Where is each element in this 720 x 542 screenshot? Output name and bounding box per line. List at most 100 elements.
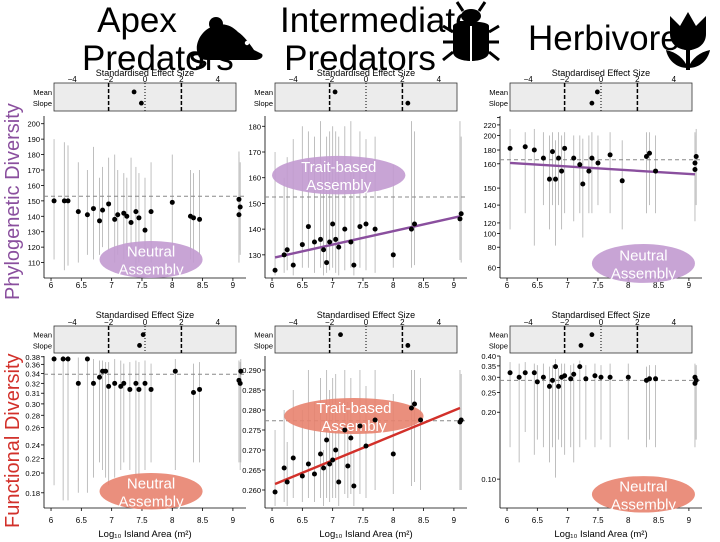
data-point xyxy=(290,455,296,461)
x-tick-label: 8 xyxy=(391,516,396,525)
data-point xyxy=(693,154,699,159)
y-tick-label: 220 xyxy=(483,121,496,130)
data-point xyxy=(583,376,589,382)
effect-tick-label: 2 xyxy=(179,318,184,327)
y-tick-label: 0.38 xyxy=(25,353,40,362)
header-intermediate-line2: Predators xyxy=(284,39,436,78)
x-tick-label: 7.5 xyxy=(357,281,369,290)
beetle-icon xyxy=(442,1,500,62)
effect-tick-label: 2 xyxy=(400,318,405,327)
y-tick-label: 140 xyxy=(27,212,40,221)
effect-mean-point xyxy=(338,332,343,338)
data-point xyxy=(290,262,296,268)
effect-size-title: Standardised Effect Size xyxy=(317,68,415,78)
data-point xyxy=(647,150,652,156)
y-tick-label: 150 xyxy=(27,197,40,206)
data-point xyxy=(595,160,601,166)
data-point xyxy=(390,451,396,457)
regression-line xyxy=(274,215,461,259)
data-point xyxy=(281,465,287,471)
effect-size-box xyxy=(53,82,237,112)
effect-tick-label: −4 xyxy=(289,318,299,327)
data-point xyxy=(507,145,513,151)
data-point xyxy=(330,457,336,463)
x-tick-label: 8 xyxy=(391,281,396,290)
data-point xyxy=(580,181,586,187)
data-point xyxy=(412,221,417,227)
data-point xyxy=(577,162,583,168)
data-point xyxy=(408,226,414,232)
data-point xyxy=(305,224,311,230)
data-point xyxy=(321,247,327,253)
data-point xyxy=(333,447,339,453)
panel-inter-fd: Standardised Effect Size −4 −2 0 2 4 MeanSlope… xyxy=(242,310,467,540)
x-tick-label: 8.5 xyxy=(653,281,665,290)
effect-size-box xyxy=(509,82,693,112)
data-point xyxy=(197,386,203,392)
x-tick-label: 6 xyxy=(49,281,54,290)
data-point xyxy=(169,199,175,205)
assembly-label-line1: Neutral xyxy=(619,247,667,264)
data-point xyxy=(619,178,625,184)
effect-mean-point xyxy=(131,89,137,95)
data-point xyxy=(607,152,613,158)
effect-slope-point xyxy=(137,343,142,348)
y-tick-label: 80 xyxy=(488,243,496,252)
data-point xyxy=(127,386,133,392)
data-point xyxy=(342,226,348,232)
regression-line xyxy=(509,161,696,176)
y-tick-label: 190 xyxy=(27,135,40,144)
data-point xyxy=(324,437,330,443)
data-point xyxy=(372,226,378,232)
data-point xyxy=(372,417,378,423)
y-tick-label: 0.265 xyxy=(242,466,261,475)
effect-mean-point xyxy=(140,332,146,338)
assembly-ellipse xyxy=(591,243,695,283)
y-tick-label: 0.30 xyxy=(25,400,40,409)
assembly-ellipse xyxy=(99,240,203,278)
y-tick-label: 0.20 xyxy=(481,408,496,417)
data-point xyxy=(363,221,369,227)
data-point xyxy=(238,368,244,374)
data-point xyxy=(458,417,464,423)
data-point xyxy=(112,380,118,386)
data-point xyxy=(562,373,568,379)
data-point xyxy=(693,377,699,383)
effect-tick-label: 4 xyxy=(672,75,677,84)
data-point xyxy=(571,371,577,377)
data-point xyxy=(115,212,121,218)
data-point xyxy=(390,252,396,258)
data-point xyxy=(327,239,333,245)
y-tick-label: 180 xyxy=(248,122,261,131)
effect-tick-label: 0 xyxy=(143,318,148,327)
effect-tick-label: 2 xyxy=(635,318,640,327)
data-point xyxy=(330,221,336,227)
y-tick-label: 0.285 xyxy=(242,386,261,395)
panel-herb-pd: Standardised Effect Size −4 −2 0 2 4 Mean Slope… xyxy=(483,68,702,290)
y-tick-label: 150 xyxy=(248,199,261,208)
y-tick-label: 0.24 xyxy=(25,441,40,450)
data-point xyxy=(65,198,71,204)
assembly-ellipse xyxy=(284,398,424,434)
effect-size-box xyxy=(53,325,237,354)
y-tick-label: 0.30 xyxy=(481,373,496,382)
effect-row-mean: Mean xyxy=(489,331,508,340)
data-point xyxy=(133,209,139,215)
data-point xyxy=(531,147,537,153)
data-point xyxy=(106,201,112,207)
data-point xyxy=(556,383,562,389)
data-point xyxy=(534,379,540,385)
x-tick-label: 8.5 xyxy=(197,281,209,290)
data-point xyxy=(647,376,652,382)
data-point xyxy=(607,374,613,380)
data-point xyxy=(556,155,562,161)
assembly-label-line2: Assembly xyxy=(119,493,185,510)
panel-herb-fd: Standardised Effect Size −4 −2 0 2 4 MeanSlope… xyxy=(481,310,702,540)
effect-tick-label: 0 xyxy=(143,75,148,84)
data-point xyxy=(237,204,243,210)
data-point xyxy=(121,210,127,216)
x-tick-label: 9 xyxy=(452,281,457,290)
data-point xyxy=(112,216,118,222)
y-tick-label: 130 xyxy=(248,251,261,260)
